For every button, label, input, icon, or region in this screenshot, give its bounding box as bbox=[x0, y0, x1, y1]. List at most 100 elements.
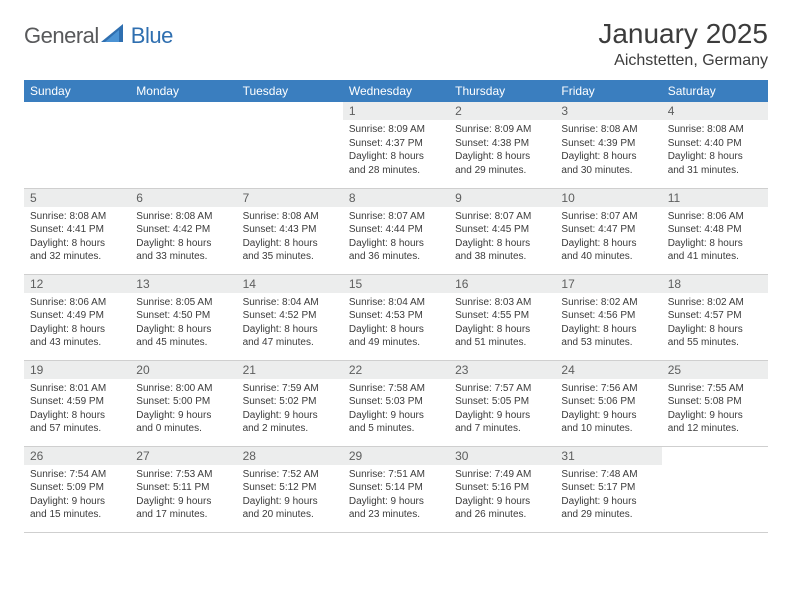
weekday-header: Sunday bbox=[24, 80, 130, 102]
calendar-body: 1Sunrise: 8:09 AMSunset: 4:37 PMDaylight… bbox=[24, 102, 768, 532]
day-detail: Sunrise: 8:09 AMSunset: 4:37 PMDaylight:… bbox=[343, 120, 449, 181]
day-number: 28 bbox=[237, 447, 343, 465]
day-number: 30 bbox=[449, 447, 555, 465]
header-row: General Blue January 2025 Aichstetten, G… bbox=[24, 18, 768, 70]
day-number: 12 bbox=[24, 275, 130, 293]
calendar-day-cell: 19Sunrise: 8:01 AMSunset: 4:59 PMDayligh… bbox=[24, 360, 130, 446]
calendar-day-cell: 29Sunrise: 7:51 AMSunset: 5:14 PMDayligh… bbox=[343, 446, 449, 532]
day-number: 2 bbox=[449, 102, 555, 120]
day-number: 23 bbox=[449, 361, 555, 379]
calendar-day-cell: 2Sunrise: 8:09 AMSunset: 4:38 PMDaylight… bbox=[449, 102, 555, 188]
calendar-header: SundayMondayTuesdayWednesdayThursdayFrid… bbox=[24, 80, 768, 102]
calendar-day-cell: 13Sunrise: 8:05 AMSunset: 4:50 PMDayligh… bbox=[130, 274, 236, 360]
day-detail: Sunrise: 7:59 AMSunset: 5:02 PMDaylight:… bbox=[237, 379, 343, 440]
day-detail: Sunrise: 8:02 AMSunset: 4:56 PMDaylight:… bbox=[555, 293, 661, 354]
day-detail: Sunrise: 8:08 AMSunset: 4:42 PMDaylight:… bbox=[130, 207, 236, 268]
logo-word-2: Blue bbox=[131, 23, 173, 49]
day-detail: Sunrise: 8:08 AMSunset: 4:43 PMDaylight:… bbox=[237, 207, 343, 268]
day-number: 18 bbox=[662, 275, 768, 293]
calendar-day-cell: 30Sunrise: 7:49 AMSunset: 5:16 PMDayligh… bbox=[449, 446, 555, 532]
calendar-day-cell: 17Sunrise: 8:02 AMSunset: 4:56 PMDayligh… bbox=[555, 274, 661, 360]
weekday-header: Saturday bbox=[662, 80, 768, 102]
day-detail: Sunrise: 7:52 AMSunset: 5:12 PMDaylight:… bbox=[237, 465, 343, 526]
day-number: 14 bbox=[237, 275, 343, 293]
weekday-header: Wednesday bbox=[343, 80, 449, 102]
calendar-day-cell: 6Sunrise: 8:08 AMSunset: 4:42 PMDaylight… bbox=[130, 188, 236, 274]
calendar-day-cell: 8Sunrise: 8:07 AMSunset: 4:44 PMDaylight… bbox=[343, 188, 449, 274]
day-number: 19 bbox=[24, 361, 130, 379]
day-number: 10 bbox=[555, 189, 661, 207]
day-detail: Sunrise: 8:08 AMSunset: 4:40 PMDaylight:… bbox=[662, 120, 768, 181]
day-number: 6 bbox=[130, 189, 236, 207]
day-detail: Sunrise: 8:04 AMSunset: 4:53 PMDaylight:… bbox=[343, 293, 449, 354]
day-number: 29 bbox=[343, 447, 449, 465]
day-number: 27 bbox=[130, 447, 236, 465]
weekday-header: Monday bbox=[130, 80, 236, 102]
day-detail: Sunrise: 8:07 AMSunset: 4:47 PMDaylight:… bbox=[555, 207, 661, 268]
day-number: 31 bbox=[555, 447, 661, 465]
day-detail: Sunrise: 8:07 AMSunset: 4:45 PMDaylight:… bbox=[449, 207, 555, 268]
calendar-day-cell: 24Sunrise: 7:56 AMSunset: 5:06 PMDayligh… bbox=[555, 360, 661, 446]
day-number: 21 bbox=[237, 361, 343, 379]
logo-arrow-icon bbox=[101, 22, 127, 49]
day-number: 3 bbox=[555, 102, 661, 120]
day-detail: Sunrise: 8:01 AMSunset: 4:59 PMDaylight:… bbox=[24, 379, 130, 440]
calendar-empty-cell bbox=[662, 446, 768, 532]
page-title: January 2025 bbox=[598, 18, 768, 50]
calendar-day-cell: 5Sunrise: 8:08 AMSunset: 4:41 PMDaylight… bbox=[24, 188, 130, 274]
calendar-table: SundayMondayTuesdayWednesdayThursdayFrid… bbox=[24, 80, 768, 533]
day-number: 9 bbox=[449, 189, 555, 207]
location-subtitle: Aichstetten, Germany bbox=[598, 52, 768, 70]
title-block: January 2025 Aichstetten, Germany bbox=[598, 18, 768, 70]
weekday-header: Friday bbox=[555, 80, 661, 102]
calendar-empty-cell bbox=[237, 102, 343, 188]
calendar-week-row: 26Sunrise: 7:54 AMSunset: 5:09 PMDayligh… bbox=[24, 446, 768, 532]
calendar-week-row: 5Sunrise: 8:08 AMSunset: 4:41 PMDaylight… bbox=[24, 188, 768, 274]
calendar-day-cell: 25Sunrise: 7:55 AMSunset: 5:08 PMDayligh… bbox=[662, 360, 768, 446]
day-detail: Sunrise: 7:55 AMSunset: 5:08 PMDaylight:… bbox=[662, 379, 768, 440]
calendar-week-row: 1Sunrise: 8:09 AMSunset: 4:37 PMDaylight… bbox=[24, 102, 768, 188]
calendar-day-cell: 21Sunrise: 7:59 AMSunset: 5:02 PMDayligh… bbox=[237, 360, 343, 446]
day-detail: Sunrise: 8:08 AMSunset: 4:41 PMDaylight:… bbox=[24, 207, 130, 268]
day-detail: Sunrise: 7:49 AMSunset: 5:16 PMDaylight:… bbox=[449, 465, 555, 526]
weekday-header: Thursday bbox=[449, 80, 555, 102]
day-detail: Sunrise: 8:00 AMSunset: 5:00 PMDaylight:… bbox=[130, 379, 236, 440]
calendar-day-cell: 28Sunrise: 7:52 AMSunset: 5:12 PMDayligh… bbox=[237, 446, 343, 532]
day-detail: Sunrise: 7:56 AMSunset: 5:06 PMDaylight:… bbox=[555, 379, 661, 440]
calendar-day-cell: 18Sunrise: 8:02 AMSunset: 4:57 PMDayligh… bbox=[662, 274, 768, 360]
calendar-day-cell: 9Sunrise: 8:07 AMSunset: 4:45 PMDaylight… bbox=[449, 188, 555, 274]
day-detail: Sunrise: 7:57 AMSunset: 5:05 PMDaylight:… bbox=[449, 379, 555, 440]
day-detail: Sunrise: 8:02 AMSunset: 4:57 PMDaylight:… bbox=[662, 293, 768, 354]
day-detail: Sunrise: 8:08 AMSunset: 4:39 PMDaylight:… bbox=[555, 120, 661, 181]
day-number: 26 bbox=[24, 447, 130, 465]
day-number: 11 bbox=[662, 189, 768, 207]
logo-word-1: General bbox=[24, 23, 99, 49]
day-number: 16 bbox=[449, 275, 555, 293]
calendar-day-cell: 1Sunrise: 8:09 AMSunset: 4:37 PMDaylight… bbox=[343, 102, 449, 188]
day-number: 17 bbox=[555, 275, 661, 293]
calendar-empty-cell bbox=[130, 102, 236, 188]
calendar-day-cell: 16Sunrise: 8:03 AMSunset: 4:55 PMDayligh… bbox=[449, 274, 555, 360]
day-number: 20 bbox=[130, 361, 236, 379]
day-number: 5 bbox=[24, 189, 130, 207]
day-number: 13 bbox=[130, 275, 236, 293]
day-detail: Sunrise: 7:53 AMSunset: 5:11 PMDaylight:… bbox=[130, 465, 236, 526]
calendar-day-cell: 3Sunrise: 8:08 AMSunset: 4:39 PMDaylight… bbox=[555, 102, 661, 188]
day-detail: Sunrise: 7:54 AMSunset: 5:09 PMDaylight:… bbox=[24, 465, 130, 526]
calendar-day-cell: 27Sunrise: 7:53 AMSunset: 5:11 PMDayligh… bbox=[130, 446, 236, 532]
day-number: 8 bbox=[343, 189, 449, 207]
day-detail: Sunrise: 8:07 AMSunset: 4:44 PMDaylight:… bbox=[343, 207, 449, 268]
day-detail: Sunrise: 8:03 AMSunset: 4:55 PMDaylight:… bbox=[449, 293, 555, 354]
calendar-page: General Blue January 2025 Aichstetten, G… bbox=[0, 0, 792, 551]
weekday-header: Tuesday bbox=[237, 80, 343, 102]
brand-logo: General Blue bbox=[24, 18, 173, 49]
calendar-day-cell: 12Sunrise: 8:06 AMSunset: 4:49 PMDayligh… bbox=[24, 274, 130, 360]
day-number: 1 bbox=[343, 102, 449, 120]
day-detail: Sunrise: 8:06 AMSunset: 4:48 PMDaylight:… bbox=[662, 207, 768, 268]
calendar-day-cell: 26Sunrise: 7:54 AMSunset: 5:09 PMDayligh… bbox=[24, 446, 130, 532]
calendar-day-cell: 10Sunrise: 8:07 AMSunset: 4:47 PMDayligh… bbox=[555, 188, 661, 274]
calendar-day-cell: 20Sunrise: 8:00 AMSunset: 5:00 PMDayligh… bbox=[130, 360, 236, 446]
day-detail: Sunrise: 8:09 AMSunset: 4:38 PMDaylight:… bbox=[449, 120, 555, 181]
calendar-empty-cell bbox=[24, 102, 130, 188]
day-number: 15 bbox=[343, 275, 449, 293]
